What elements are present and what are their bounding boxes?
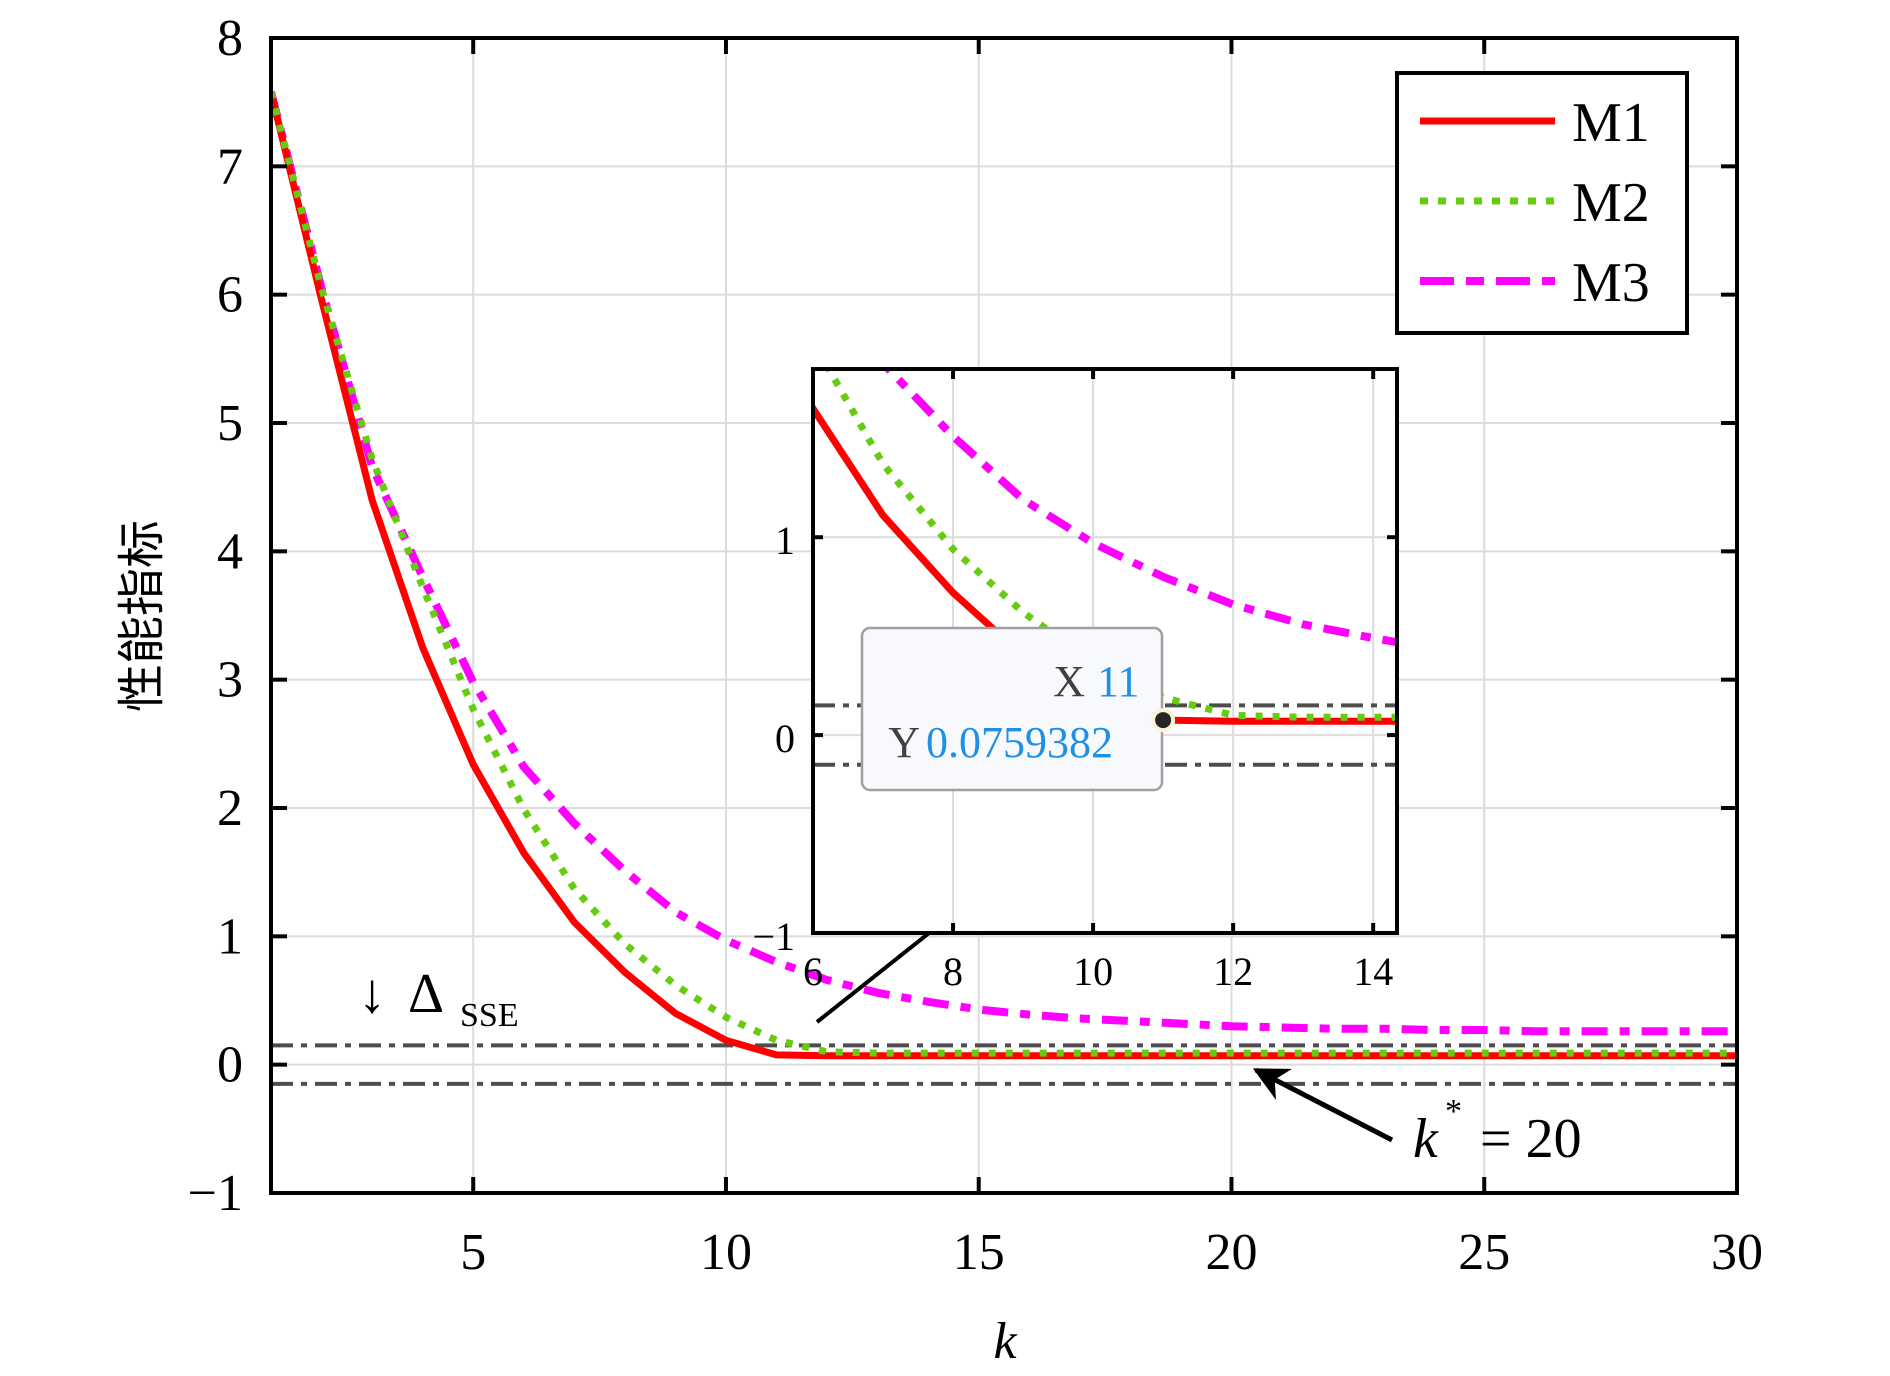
inset-ticks <box>811 369 1397 935</box>
y-tick-label: 3 <box>217 652 243 709</box>
inset-frame <box>811 367 1399 935</box>
series-m1 <box>271 91 1737 1060</box>
kstar-annotation: k * = 20 <box>1413 1093 1582 1170</box>
x-axis-label: k <box>993 1313 1017 1370</box>
kstar-sup: * <box>1445 1093 1462 1130</box>
legend-label-m1: M1 <box>1572 92 1650 154</box>
main-ticks <box>271 36 1739 1195</box>
x-tick-label: 20 <box>1205 1224 1257 1281</box>
inset-x-tick-label: 12 <box>1213 949 1253 994</box>
y-tick-label: −1 <box>188 1165 243 1222</box>
inset-plot: 6 8 10 12 14 −1 0 1 X 11 Y 0.0759382 <box>752 367 1399 994</box>
y-tick-label: 5 <box>217 395 243 452</box>
y-tick-label: 0 <box>217 1037 243 1094</box>
inset-x-tick-labels: 6 8 10 12 14 <box>803 949 1393 994</box>
y-tick-labels: −1 0 1 2 3 4 5 6 7 8 <box>188 10 243 1222</box>
y-tick-label: 6 <box>217 267 243 324</box>
inset-y-tick-label: 1 <box>775 518 795 563</box>
datatip-y-value: 0.0759382 <box>926 718 1113 767</box>
datatip-x-label: X <box>1053 657 1085 706</box>
legend-label-m3: M3 <box>1572 252 1650 314</box>
datatip-marker[interactable] <box>1151 708 1176 733</box>
inset-x-tick-label: 10 <box>1073 949 1113 994</box>
delta-subscript: SSE <box>460 997 519 1034</box>
inset-y-tick-label: 0 <box>775 716 795 761</box>
x-tick-label: 15 <box>953 1224 1005 1281</box>
inset-x-tick-label: 6 <box>803 949 823 994</box>
x-tick-label: 10 <box>700 1224 752 1281</box>
x-tick-label: 25 <box>1458 1224 1510 1281</box>
legend: M1 M2 M3 <box>1395 71 1689 335</box>
kstar-value: = 20 <box>1480 1108 1582 1170</box>
series-m3 <box>271 90 1737 1036</box>
x-tick-labels: 5 10 15 20 25 30 <box>460 1224 1763 1281</box>
datatip-y-label: Y <box>888 718 920 767</box>
legend-label-m2: M2 <box>1572 172 1650 234</box>
inset-x-tick-label: 14 <box>1353 949 1393 994</box>
down-arrow-icon: ↓ <box>358 963 386 1025</box>
inset-y-tick-label: −1 <box>752 914 795 959</box>
main-series <box>271 90 1737 1060</box>
x-tick-label: 5 <box>460 1224 486 1281</box>
y-tick-label: 7 <box>217 138 243 195</box>
y-tick-label: 2 <box>217 780 243 837</box>
delta-sse-annotation: ↓ Δ SSE <box>358 963 519 1034</box>
y-tick-label: 4 <box>217 523 243 580</box>
y-tick-label: 8 <box>217 10 243 67</box>
x-tick-label: 30 <box>1711 1224 1763 1281</box>
kstar-arrow <box>1252 1067 1394 1143</box>
datatip[interactable]: X 11 Y 0.0759382 <box>860 626 1176 792</box>
plot-frame <box>269 36 1739 1195</box>
y-tick-label: 1 <box>217 908 243 965</box>
inset-y-tick-labels: −1 0 1 <box>752 518 795 959</box>
datatip-x-value: 11 <box>1097 657 1139 706</box>
threshold-lines <box>271 1043 1737 1086</box>
delta-symbol: Δ <box>408 963 444 1025</box>
kstar-k: k <box>1413 1108 1439 1170</box>
inset-x-tick-label: 8 <box>943 949 963 994</box>
y-axis-label: 性能指标 <box>114 520 170 712</box>
